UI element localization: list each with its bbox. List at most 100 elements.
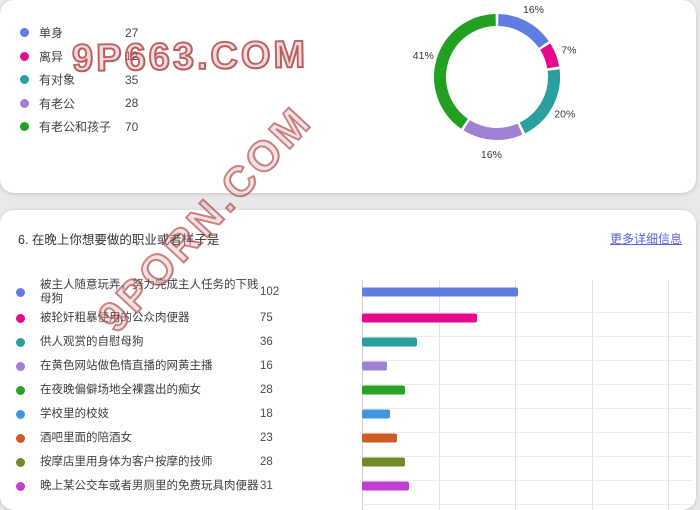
bar-row-color-dot bbox=[16, 481, 25, 491]
donut-chart: 16% 7% 20% 16% 41% bbox=[413, 4, 577, 161]
bar bbox=[362, 361, 387, 371]
bar bbox=[362, 481, 410, 491]
bar-row-dot-wrap bbox=[16, 361, 40, 371]
donut-segment bbox=[434, 14, 497, 129]
bar-row-dot-wrap bbox=[16, 409, 40, 419]
donut-segment bbox=[519, 69, 561, 134]
question-title: 6. 在晚上你想要做的职业或者样子是 bbox=[18, 233, 220, 247]
bar-row-dot-wrap bbox=[16, 457, 40, 467]
donut-legend: 单身 27 离异 12 有对象 35 有老公 28 有老公和孩子 70 bbox=[20, 21, 138, 139]
bar-row-value: 23 bbox=[260, 432, 273, 444]
donut-percent-label: 16% bbox=[481, 149, 502, 161]
legend-item: 离异 12 bbox=[20, 45, 138, 69]
legend-label: 单身 bbox=[39, 26, 64, 41]
bar-row-color-dot bbox=[16, 337, 25, 347]
bar-row-label: 被轮奸粗暴使用的公众肉便器 bbox=[40, 312, 190, 324]
legend-value: 70 bbox=[125, 119, 139, 134]
bar-row-color-dot bbox=[16, 433, 25, 443]
bar bbox=[362, 337, 418, 347]
more-details-link[interactable]: 更多详细信息 bbox=[609, 232, 682, 246]
bar-row-value: 102 bbox=[260, 286, 280, 298]
bar-row-dot-wrap bbox=[16, 433, 40, 443]
bar-row-color-dot bbox=[16, 385, 25, 395]
legend-color-dot bbox=[20, 122, 29, 132]
bar-row-label: 在黄色网站做色情直播的网黄主播 bbox=[40, 360, 213, 372]
bar-row-value: 18 bbox=[260, 408, 273, 420]
legend-item: 有对象 35 bbox=[20, 68, 138, 92]
bar-row-color-dot bbox=[16, 287, 25, 297]
bar-row-label: 被主人随意玩弄，努力完成主人任务的下贱母狗 bbox=[40, 279, 259, 305]
donut-segment bbox=[497, 14, 549, 49]
bar-track bbox=[362, 354, 696, 378]
legend-label: 有老公 bbox=[39, 96, 76, 111]
bar-row-label: 供人观赏的自慰母狗 bbox=[40, 336, 144, 348]
bar-row-value: 16 bbox=[260, 360, 273, 372]
bar-row-label: 按摩店里用身体为客户按摩的技师 bbox=[40, 456, 213, 468]
bar-row-color-dot bbox=[16, 409, 25, 419]
bar-row-dot-wrap bbox=[16, 385, 40, 395]
question-header: 6. 在晚上你想要做的职业或者样子是 更多详细信息 bbox=[18, 229, 682, 248]
question-6-card: 6. 在晚上你想要做的职业或者样子是 更多详细信息 被主人随意玩弄，努力完成主人… bbox=[0, 210, 696, 510]
bar-track bbox=[362, 330, 696, 354]
bar-row: 按摩店里用身体为客户按摩的技师 28 bbox=[0, 450, 696, 474]
legend-item: 单身 27 bbox=[20, 21, 138, 45]
bar-track bbox=[362, 306, 696, 330]
legend-label: 有对象 bbox=[39, 73, 76, 88]
legend-value: 35 bbox=[125, 72, 139, 87]
legend-item: 有老公 28 bbox=[20, 92, 138, 116]
bar-row-label: 学校里的校妓 bbox=[40, 408, 109, 420]
legend-value: 27 bbox=[125, 25, 139, 40]
bar-row: 酒吧里面的陪酒女 23 bbox=[0, 426, 696, 450]
bar-row: 学校里的校妓 18 bbox=[0, 402, 696, 426]
donut-percent-label: 41% bbox=[413, 50, 434, 62]
donut-percent-label: 16% bbox=[523, 4, 544, 16]
legend-color-dot bbox=[20, 98, 29, 108]
bar bbox=[362, 409, 390, 419]
legend-value: 12 bbox=[125, 49, 139, 64]
bar-row: 在黄色网站做色情直播的网黄主播 16 bbox=[0, 354, 696, 378]
donut-percent-label: 7% bbox=[561, 45, 576, 57]
bar-row-color-dot bbox=[16, 361, 25, 371]
bar-row-value: 75 bbox=[260, 312, 273, 324]
bar-track bbox=[362, 426, 696, 450]
bar-track bbox=[362, 474, 696, 498]
bar bbox=[362, 433, 398, 443]
bar-row-dot-wrap bbox=[16, 313, 40, 323]
bar-row-dot-wrap bbox=[16, 287, 40, 297]
donut-chart-card: 单身 27 离异 12 有对象 35 有老公 28 有老公和孩子 70 16% 7% 20% 16% 41… bbox=[0, 0, 696, 193]
bar bbox=[362, 385, 405, 395]
bar-row-color-dot bbox=[16, 313, 25, 323]
bar-row: 被主人随意玩弄，努力完成主人任务的下贱母狗 102 bbox=[0, 278, 696, 306]
bar-row-label: 在夜晚偏僻场地全裸露出的痴女 bbox=[40, 384, 201, 396]
bar-row-value: 28 bbox=[260, 384, 273, 396]
legend-item: 有老公和孩子 70 bbox=[20, 115, 138, 139]
legend-color-dot bbox=[20, 28, 29, 38]
bar-row-dot-wrap bbox=[16, 481, 40, 491]
bar-row-value: 36 bbox=[260, 336, 273, 348]
bar-row-dot-wrap bbox=[16, 337, 40, 347]
bar-row: 在夜晚偏僻场地全裸露出的痴女 28 bbox=[0, 378, 696, 402]
legend-label: 离异 bbox=[39, 49, 64, 64]
legend-value: 28 bbox=[125, 96, 139, 111]
bar-row-label: 晚上某公交车或者男厕里的免费玩具肉便器 bbox=[40, 480, 259, 492]
bar-row: 被轮奸粗暴使用的公众肉便器 75 bbox=[0, 306, 696, 330]
bar-track bbox=[362, 402, 696, 426]
bar-track bbox=[362, 280, 696, 304]
legend-color-dot bbox=[20, 75, 29, 85]
legend-label: 有老公和孩子 bbox=[39, 120, 112, 135]
bar-track bbox=[362, 378, 696, 402]
bar-track bbox=[362, 450, 696, 474]
donut-segment bbox=[539, 43, 560, 69]
bar-row-label: 酒吧里面的陪酒女 bbox=[40, 432, 132, 444]
legend-color-dot bbox=[20, 51, 29, 61]
bar-row-value: 28 bbox=[260, 456, 273, 468]
donut-segment bbox=[463, 119, 523, 140]
bar-row-value: 31 bbox=[260, 480, 273, 492]
bar-chart-row-separator bbox=[362, 504, 692, 505]
bar bbox=[362, 287, 519, 297]
bar-row: 供人观赏的自慰母狗 36 bbox=[0, 330, 696, 354]
bar bbox=[362, 313, 477, 323]
bar bbox=[362, 457, 405, 467]
bar-row: 晚上某公交车或者男厕里的免费玩具肉便器 31 bbox=[0, 474, 696, 498]
bar-row-color-dot bbox=[16, 457, 25, 467]
